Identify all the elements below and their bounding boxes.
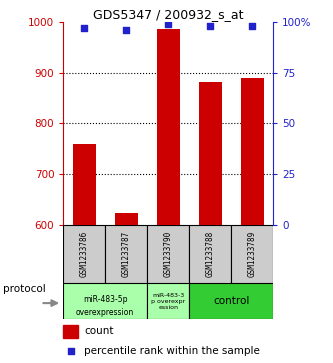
Text: overexpression: overexpression [76, 308, 134, 317]
FancyBboxPatch shape [63, 225, 105, 283]
Text: protocol: protocol [3, 284, 46, 294]
FancyBboxPatch shape [63, 283, 147, 319]
Text: percentile rank within the sample: percentile rank within the sample [84, 346, 260, 356]
Text: GSM1233787: GSM1233787 [122, 231, 131, 277]
Point [207, 23, 213, 29]
Text: control: control [213, 296, 249, 306]
Point [68, 348, 73, 354]
Bar [63, 325, 78, 338]
FancyBboxPatch shape [189, 283, 273, 319]
Bar [73, 144, 96, 363]
Bar [157, 29, 180, 363]
FancyBboxPatch shape [147, 283, 189, 319]
Bar [240, 78, 264, 363]
Point [124, 27, 129, 33]
Title: GDS5347 / 200932_s_at: GDS5347 / 200932_s_at [93, 8, 243, 21]
Text: miR-483-5p: miR-483-5p [83, 295, 128, 304]
Point [166, 21, 171, 27]
Point [249, 23, 255, 29]
Text: GSM1233788: GSM1233788 [205, 231, 215, 277]
Text: GSM1233790: GSM1233790 [164, 231, 173, 277]
FancyBboxPatch shape [105, 225, 147, 283]
Bar [115, 213, 138, 363]
FancyBboxPatch shape [189, 225, 231, 283]
Point [82, 25, 87, 31]
Text: GSM1233786: GSM1233786 [80, 231, 89, 277]
Text: miR-483-3
p overexpr
ession: miR-483-3 p overexpr ession [151, 293, 185, 310]
Text: count: count [84, 326, 114, 336]
Bar [198, 82, 222, 363]
FancyBboxPatch shape [231, 225, 273, 283]
FancyBboxPatch shape [147, 225, 189, 283]
Text: GSM1233789: GSM1233789 [247, 231, 257, 277]
